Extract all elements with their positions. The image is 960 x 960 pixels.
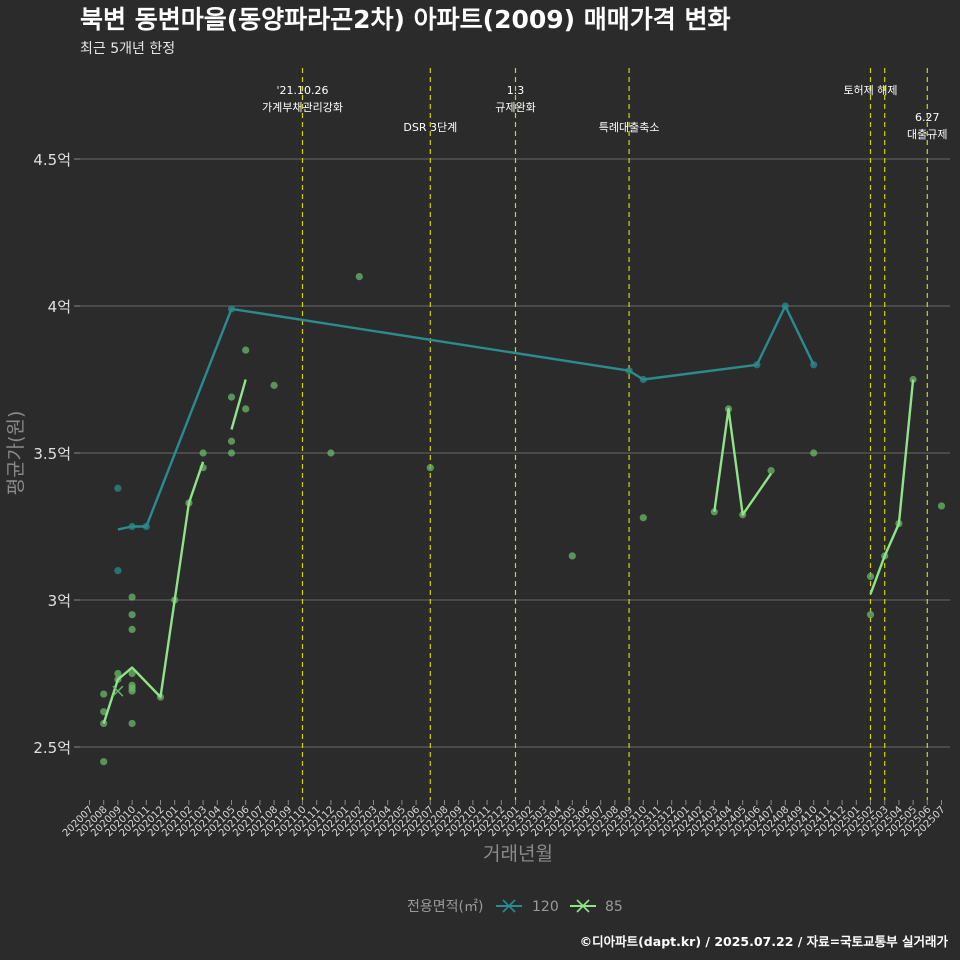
point-85 — [199, 449, 207, 457]
point-85 — [767, 467, 775, 475]
chart-title: 북변 동변마을(동양파라곤2차) 아파트(2009) 매매가격 변화 — [80, 5, 731, 34]
point-120 — [114, 484, 122, 492]
event-label: 특례대출축소 — [599, 121, 660, 134]
point-85 — [227, 449, 236, 457]
point-85 — [639, 514, 647, 522]
event-label: '21.10.26 — [276, 84, 328, 97]
point-85 — [100, 690, 108, 698]
x-axis-title: 거래년월 — [483, 843, 553, 865]
point-85 — [128, 669, 136, 678]
line-85 — [102, 461, 205, 724]
point-85 — [866, 572, 875, 581]
point-85 — [568, 552, 576, 560]
point-85 — [100, 758, 108, 766]
point-85 — [242, 405, 250, 413]
line-85 — [230, 379, 247, 430]
legend-label: 120 — [532, 899, 559, 915]
point-85 — [100, 708, 108, 716]
point-85 — [242, 346, 250, 354]
line-120 — [117, 304, 815, 531]
event-label: 대출규제 — [907, 128, 947, 141]
outlier-cross — [112, 685, 124, 697]
event-label: 1.3 — [507, 84, 525, 97]
chart-subtitle: 최근 5개년 한정 — [80, 41, 175, 57]
event-label: 가계부채관리강화 — [262, 101, 343, 114]
point-85 — [327, 449, 335, 457]
y-axis-title: 평균가(원) — [5, 411, 27, 496]
y-tick-label: 3.5억 — [33, 445, 71, 463]
y-tick-label: 4억 — [48, 298, 71, 316]
legend-title: 전용면적(㎡) — [407, 899, 483, 915]
point-85 — [227, 437, 236, 445]
point-85 — [426, 464, 434, 472]
point-85 — [227, 393, 236, 401]
chart-caption: ©디아파트(dapt.kr) / 2025.07.22 / 자료=국토교통부 실… — [580, 934, 949, 949]
y-tick-label: 3억 — [48, 592, 71, 610]
x-axis-ticks: 2020072020082020092020102020112020122021… — [61, 800, 948, 839]
event-label: 규제완화 — [495, 101, 535, 114]
legend-key-cross — [502, 899, 516, 913]
legend-label: 85 — [605, 899, 623, 915]
y-tick-label: 2.5억 — [33, 739, 71, 757]
point-85 — [355, 273, 363, 281]
point-85 — [866, 611, 875, 619]
point-120 — [114, 567, 122, 575]
event-label: DSR 3단계 — [403, 121, 457, 134]
data-series — [100, 273, 946, 766]
point-85 — [810, 449, 818, 457]
legend: 전용면적(㎡) 120 85 — [407, 899, 623, 915]
point-85 — [128, 719, 136, 728]
line-85 — [713, 407, 773, 516]
point-85 — [114, 669, 122, 678]
point-85 — [128, 681, 136, 689]
legend-key-cross — [576, 899, 590, 913]
point-85 — [128, 625, 136, 634]
event-label: 토허제 해제 — [843, 83, 897, 97]
y-tick-label: 4.5억 — [33, 151, 71, 169]
point-85 — [270, 381, 278, 389]
point-85 — [128, 611, 136, 619]
y-axis-ticks: 2.5억 3억 3.5억 4억 4.5억 — [33, 151, 80, 757]
event-label: 6.27 — [915, 111, 940, 124]
point-85 — [128, 593, 136, 601]
point-85 — [937, 502, 946, 510]
line-85 — [869, 379, 915, 595]
